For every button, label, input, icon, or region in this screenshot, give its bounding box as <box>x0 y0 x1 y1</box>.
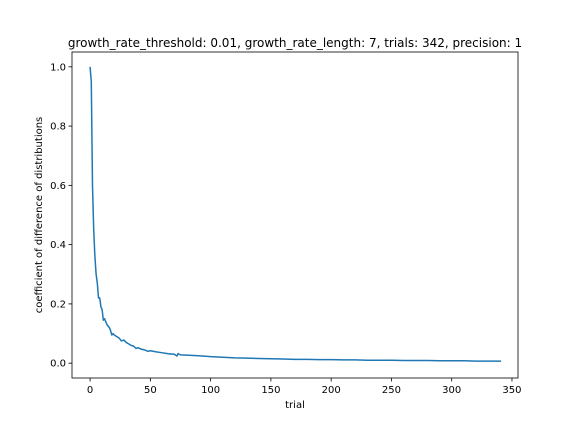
series-line <box>89 66 502 362</box>
x-axis-label: trial <box>285 400 305 411</box>
x-tick-label: 50 <box>144 385 157 396</box>
y-axis-label: coefficient of difference of distributio… <box>34 117 45 314</box>
x-tick-label: 300 <box>442 385 461 396</box>
y-tick-label: 0.2 <box>50 299 66 310</box>
y-tick-label: 0.0 <box>50 359 66 370</box>
y-axis-ticks: 0.0 0.2 0.4 0.6 0.8 1.0 <box>50 62 72 370</box>
y-tick-label: 0.4 <box>50 240 66 251</box>
y-tick-label: 0.8 <box>50 122 66 133</box>
x-tick-label: 150 <box>261 385 280 396</box>
x-tick-label: 200 <box>322 385 341 396</box>
x-axis-ticks: 0 50 100 150 200 250 300 350 <box>87 378 522 396</box>
x-tick-label: 350 <box>502 385 521 396</box>
y-tick-label: 1.0 <box>50 62 66 73</box>
plot-frame <box>71 51 519 379</box>
x-tick-label: 0 <box>87 385 93 396</box>
x-tick-label: 250 <box>382 385 401 396</box>
x-tick-label: 100 <box>201 385 220 396</box>
y-tick-label: 0.6 <box>50 181 66 192</box>
chart-title: growth_rate_threshold: 0.01, growth_rate… <box>68 36 522 50</box>
